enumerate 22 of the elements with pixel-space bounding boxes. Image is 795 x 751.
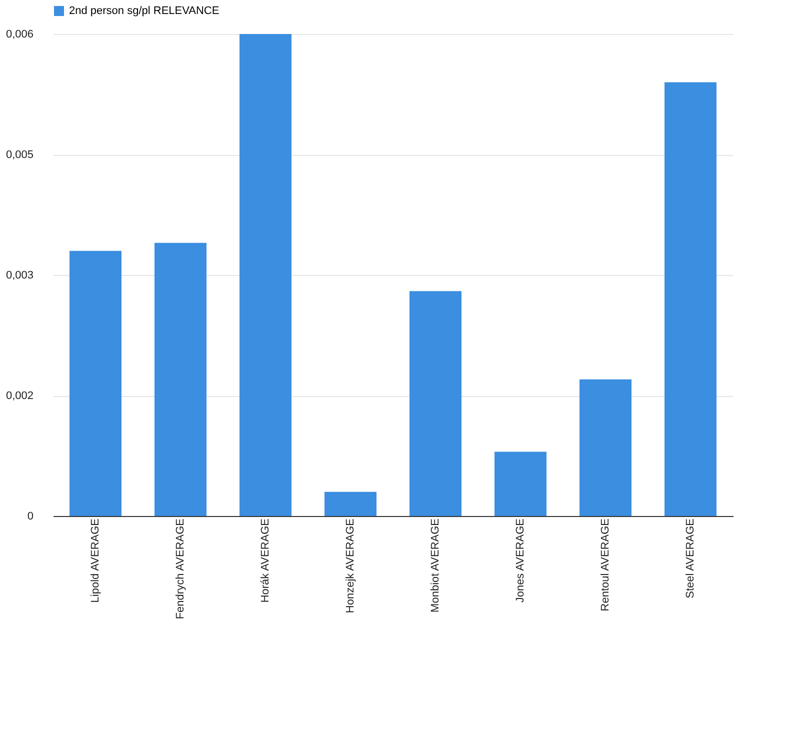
x-tick-label: Monbiot AVERAGE [430,518,442,612]
bar [664,82,716,516]
x-tick-label: Rentoul AVERAGE [600,518,612,612]
x-tick-label: Horák AVERAGE [260,518,272,603]
x-tick-label: Lipold AVERAGE [90,518,102,603]
x-tick-label: Honzejk AVERAGE [344,518,356,614]
y-tick-label: 0,006 [6,28,34,40]
y-tick-label: 0,003 [6,270,34,282]
x-tick-label: Steel AVERAGE [684,518,696,598]
x-tick-label: Fendrych AVERAGE [174,518,186,620]
y-tick-label: 0,002 [6,390,34,402]
bar [70,250,122,516]
bar [324,492,376,516]
y-tick-label: 0 [27,510,34,522]
y-tick-label: 0,005 [6,149,34,161]
legend-label: 2nd person sg/pl RELEVANCE [69,5,220,17]
bar [240,34,292,516]
bar [494,452,546,516]
x-tick-label: Jones AVERAGE [514,518,526,603]
bar [154,242,206,516]
bar [410,291,462,516]
bar [580,379,632,516]
